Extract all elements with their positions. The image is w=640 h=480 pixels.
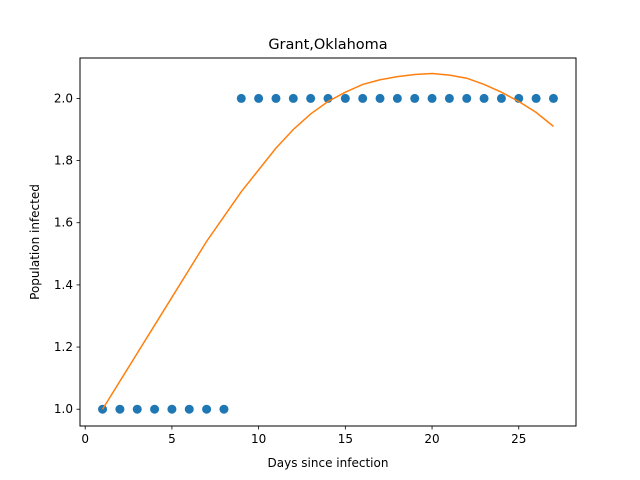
data-point: [479, 93, 489, 103]
data-point: [236, 93, 246, 103]
y-tick-label: 2.0: [54, 91, 73, 105]
data-point: [548, 93, 558, 103]
data-point: [254, 93, 264, 103]
data-point: [531, 93, 541, 103]
data-point: [184, 404, 194, 414]
data-point: [358, 93, 368, 103]
data-point: [132, 404, 142, 414]
chart-title: Grant,Oklahoma: [268, 37, 387, 53]
y-tick-label: 1.4: [54, 278, 73, 292]
data-point: [340, 93, 350, 103]
x-axis-label: Days since infection: [268, 456, 389, 470]
x-tick-label: 10: [251, 432, 266, 446]
data-point: [167, 404, 177, 414]
x-tick-label: 5: [168, 432, 176, 446]
data-point: [202, 404, 212, 414]
data-point: [375, 93, 385, 103]
chart-marks: [98, 72, 558, 414]
axis-ticks: 0 5 10 15 20 25 1.0 1.2 1.4 1.6 1.8 2.0: [54, 91, 527, 446]
data-point: [115, 404, 125, 414]
data-point: [271, 93, 281, 103]
plot-frame: [79, 57, 577, 427]
y-tick-label: 1.8: [54, 154, 73, 168]
data-point: [462, 93, 472, 103]
data-point: [427, 93, 437, 103]
data-point: [392, 93, 402, 103]
data-point: [288, 93, 298, 103]
fit-line: [101, 72, 554, 410]
data-point: [410, 93, 420, 103]
data-point: [150, 404, 160, 414]
plot-area: [80, 58, 576, 426]
y-tick-label: 1.6: [54, 216, 73, 230]
x-tick-label: 15: [338, 432, 353, 446]
y-tick-label: 1.0: [54, 402, 73, 416]
data-point: [444, 93, 454, 103]
data-point: [219, 404, 229, 414]
x-tick-label: 20: [424, 432, 439, 446]
x-tick-label: 25: [511, 432, 526, 446]
y-axis-label: Population infected: [28, 184, 42, 300]
data-point: [496, 93, 506, 103]
data-point: [306, 93, 316, 103]
x-tick-label: 0: [81, 432, 89, 446]
y-tick-label: 1.2: [54, 340, 73, 354]
